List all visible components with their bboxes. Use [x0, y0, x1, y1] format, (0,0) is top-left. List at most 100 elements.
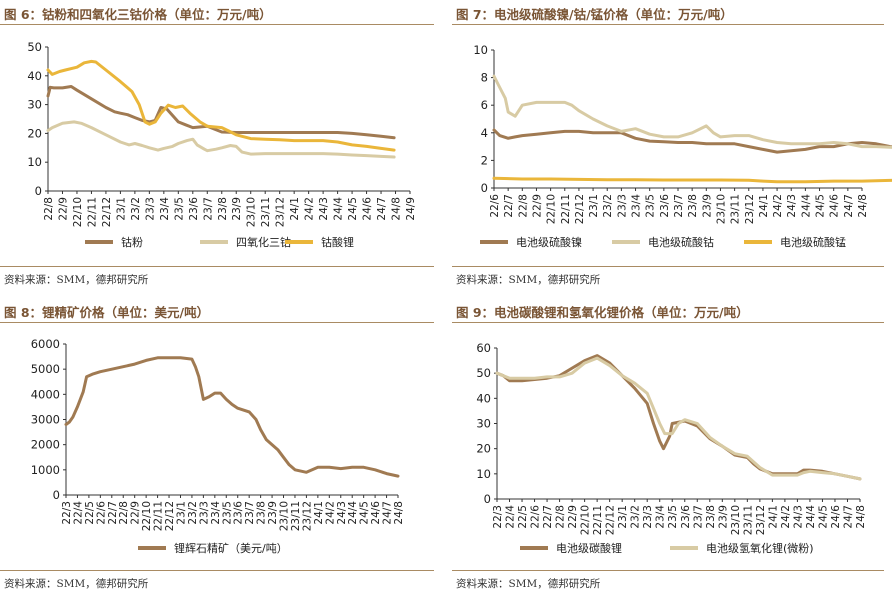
x-tick-label: 24/3: [792, 505, 804, 529]
legend-label: 电池级硫酸镍: [516, 235, 582, 249]
x-tick-label: 24/5: [817, 505, 829, 529]
chart-title: 图 7：电池级硫酸镍/钴/锰价格（单位：万元/吨）: [456, 7, 733, 22]
title-divider: [452, 322, 884, 323]
x-tick-label: 22/5: [84, 501, 96, 525]
x-tick-label: 22/8: [43, 197, 55, 221]
title-divider: [0, 322, 434, 323]
x-tick-label: 24/3: [318, 197, 330, 221]
x-tick-label: 23/3: [144, 197, 156, 221]
x-tick-label: 22/8: [555, 505, 567, 529]
series-line: [46, 120, 396, 159]
x-tick-label: 22/8: [517, 194, 529, 218]
x-tick-label: 22/3: [61, 501, 73, 525]
x-tick-label: 24/7: [842, 505, 854, 529]
x-tick-label: 23/1: [617, 505, 629, 529]
x-tick-label: 23/6: [188, 197, 200, 221]
x-tick-label: 23/8: [217, 197, 229, 221]
x-tick-label: 23/3: [616, 194, 628, 218]
y-tick-label: 10: [476, 467, 491, 481]
x-tick-label: 23/5: [173, 197, 185, 221]
y-tick-label: 40: [27, 69, 42, 83]
x-tick-label: 23/7: [202, 197, 214, 221]
x-tick-label: 22/9: [567, 505, 579, 529]
x-tick-label: 22/11: [86, 197, 98, 227]
x-tick-label: 22/12: [574, 194, 586, 224]
y-tick-label: 5000: [31, 362, 60, 376]
x-tick-label: 24/3: [786, 194, 798, 218]
y-tick-label: 60: [476, 341, 491, 355]
x-tick-label: 22/12: [101, 197, 113, 227]
source-divider: [0, 266, 434, 267]
title-divider: [0, 24, 434, 25]
legend-label: 钴粉: [121, 235, 143, 249]
source-divider: [452, 266, 884, 267]
legend-label: 电池级碳酸锂: [556, 541, 622, 555]
x-tick-label: 23/12: [275, 197, 287, 227]
x-tick-label: 23/1: [115, 197, 127, 221]
source-note: 资料来源：SMM，德邦研究所: [456, 274, 601, 286]
legend-label: 电池级硫酸锰: [780, 235, 846, 249]
x-tick-label: 24/1: [313, 501, 325, 525]
x-tick-label: 23/6: [680, 505, 692, 529]
x-tick-label: 24/6: [830, 505, 842, 529]
x-tick-label: 22/11: [153, 501, 165, 531]
x-tick-label: 24/1: [289, 197, 301, 221]
y-tick-label: 1000: [31, 463, 60, 477]
x-tick-label: 22/10: [72, 197, 84, 227]
series-line: [492, 176, 892, 184]
series-line: [46, 59, 396, 152]
y-tick-label: 50: [476, 366, 491, 380]
x-tick-label: 24/4: [800, 194, 812, 218]
series-line: [495, 356, 862, 481]
x-tick-label: 22/11: [592, 505, 604, 535]
y-tick-label: 20: [27, 126, 42, 140]
x-tick-label: 22/10: [580, 505, 592, 535]
x-tick-label: 23/8: [256, 501, 268, 525]
x-tick-label: 23/12: [755, 505, 767, 535]
y-tick-label: 10: [27, 155, 42, 169]
x-tick-label: 23/10: [730, 505, 742, 535]
legend-label: 锂辉石精矿（美元/吨）: [174, 541, 288, 555]
x-tick-label: 23/10: [279, 501, 291, 531]
x-tick-label: 23/4: [210, 501, 222, 525]
x-tick-label: 23/11: [730, 194, 742, 224]
x-tick-label: 23/7: [673, 194, 685, 218]
source-note: 资料来源：SMM，德邦研究所: [4, 274, 149, 286]
x-tick-label: 23/6: [659, 194, 671, 218]
x-tick-label: 23/2: [187, 501, 199, 525]
x-tick-label: 23/11: [742, 505, 754, 535]
x-tick-label: 24/8: [391, 197, 403, 221]
x-tick-label: 24/5: [359, 501, 371, 525]
x-tick-label: 23/2: [630, 505, 642, 529]
chart-title: 图 6：钴粉和四氧化三钴价格（单位：万元/吨）: [4, 7, 272, 22]
title-divider: [452, 24, 884, 25]
panel-fig6: 图 6：钴粉和四氧化三钴价格（单位：万元/吨） 0 10 20 30 40 50 22/8 2…: [0, 0, 446, 295]
x-tick-label: 24/3: [336, 501, 348, 525]
x-tick-label: 23/4: [631, 194, 643, 218]
series-line: [64, 356, 400, 478]
x-tick-label: 24/7: [843, 194, 855, 218]
x-tick-label: 22/8: [118, 501, 130, 525]
x-tick-label: 23/1: [588, 194, 600, 218]
x-tick-label: 24/4: [333, 197, 345, 221]
y-tick-label: 0: [481, 181, 488, 195]
panel-fig9: 图 9：电池碳酸锂和氢氧化锂价格（单位：万元/吨） 0 10 20 30 40 50 60 2…: [452, 298, 892, 599]
y-tick-label: 30: [27, 98, 42, 112]
y-tick-label: 2000: [31, 438, 60, 452]
x-tick-label: 23/9: [231, 197, 243, 221]
y-tick-label: 40: [476, 391, 491, 405]
x-tick-label: 24/8: [857, 194, 869, 218]
chart-title: 图 8：锂精矿价格（单位：美元/吨）: [4, 305, 210, 320]
x-tick-label: 23/10: [246, 197, 258, 227]
x-tick-label: 24/2: [304, 197, 316, 221]
x-tick-label: 23/9: [701, 194, 713, 218]
source-note: 资料来源：SMM，德邦研究所: [456, 578, 601, 590]
x-tick-label: 23/4: [655, 505, 667, 529]
x-tick-label: 22/6: [530, 505, 542, 529]
x-tick-label: 23/7: [244, 501, 256, 525]
source-divider: [0, 570, 434, 571]
x-tick-label: 22/10: [546, 194, 558, 224]
